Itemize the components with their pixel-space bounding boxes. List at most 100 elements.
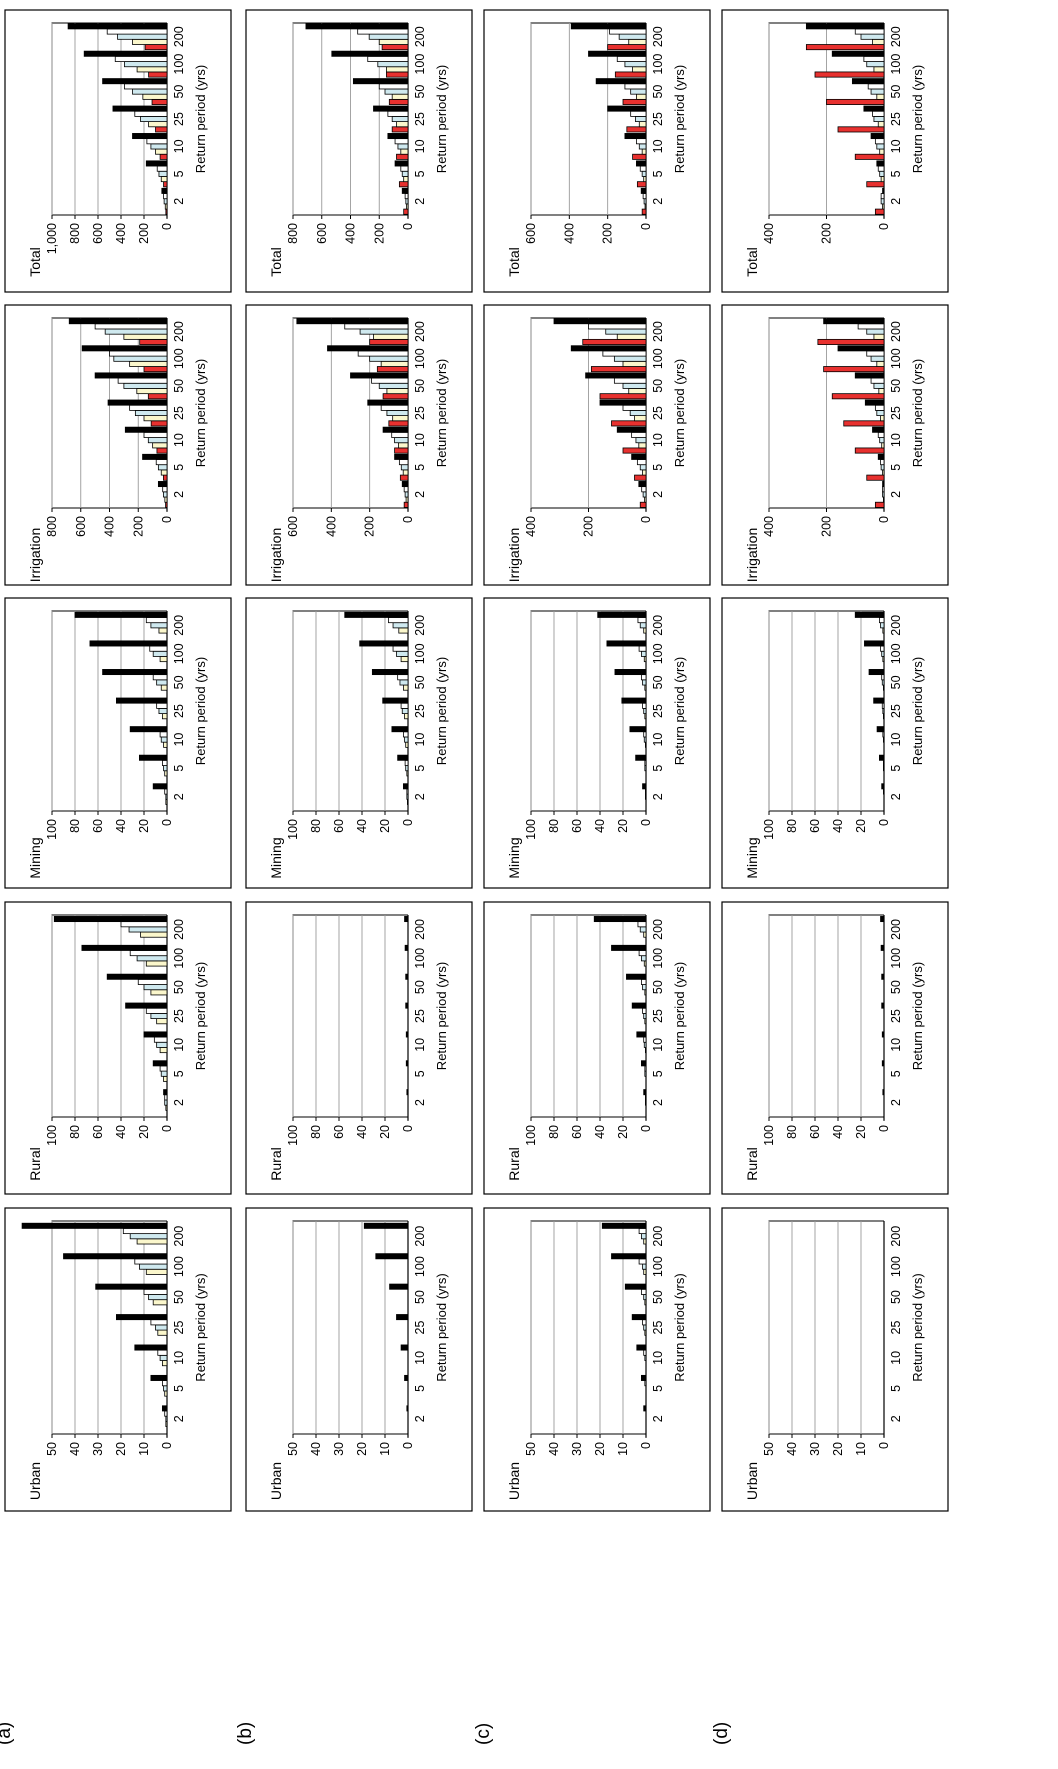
bar: [68, 318, 168, 325]
bar: [643, 1324, 647, 1331]
category-tick-label: 2: [172, 491, 186, 498]
bar: [158, 708, 168, 715]
bar: [644, 203, 647, 210]
category-tick-label: 5: [651, 1385, 665, 1392]
category-tick-label: 200: [889, 615, 903, 636]
bar: [134, 409, 168, 416]
bar: [879, 617, 885, 624]
bar: [386, 409, 409, 416]
category-tick-label: 50: [172, 85, 186, 99]
x-axis-title: Return period (yrs): [434, 962, 449, 1070]
value-tick-label: 0: [160, 1125, 174, 1132]
bar: [160, 684, 168, 691]
bar: [645, 1099, 647, 1106]
value-tick-label: 60: [808, 819, 822, 833]
bar: [404, 713, 409, 720]
bar: [644, 1329, 647, 1336]
bar: [145, 1268, 168, 1275]
panel-title: Total: [268, 247, 284, 277]
bar: [880, 916, 885, 923]
category-tick-label: 10: [889, 433, 903, 447]
bar: [643, 1349, 647, 1356]
bar: [391, 93, 409, 100]
bar: [145, 1007, 168, 1014]
bar: [638, 1258, 647, 1265]
x-axis-title: Return period (yrs): [434, 359, 449, 467]
bar: [638, 950, 647, 957]
bar: [642, 469, 647, 476]
category-tick-label: 200: [413, 615, 427, 636]
bar: [398, 627, 409, 634]
bar: [635, 437, 647, 444]
value-tick-label: 400: [562, 223, 576, 244]
bar: [400, 165, 409, 172]
category-tick-label: 5: [172, 765, 186, 772]
value-tick-label: 20: [378, 1125, 392, 1139]
bar: [639, 622, 647, 629]
bar: [117, 377, 168, 384]
category-tick-label: 5: [172, 464, 186, 471]
bar: [161, 1405, 168, 1412]
bar: [874, 501, 885, 508]
bar: [873, 66, 885, 73]
bar: [823, 366, 885, 373]
category-tick-label: 25: [172, 406, 186, 420]
bar: [621, 697, 647, 704]
bar: [643, 1013, 647, 1020]
bar: [381, 44, 409, 51]
category-tick-label: 100: [651, 348, 665, 369]
category-tick-label: 200: [413, 919, 427, 940]
bar: [837, 345, 885, 352]
bar: [642, 1007, 647, 1014]
bar: [882, 481, 885, 488]
panel-frame: [245, 1207, 473, 1512]
value-tick-label: 800: [45, 516, 59, 537]
category-tick-label: 100: [651, 54, 665, 75]
value-tick-label: 40: [355, 819, 369, 833]
category-tick-label: 50: [413, 980, 427, 994]
bar: [641, 208, 647, 215]
bar: [874, 138, 885, 145]
value-tick-label: 100: [45, 819, 59, 840]
bar: [851, 78, 885, 85]
value-tick-label: 100: [762, 819, 776, 840]
bar: [147, 393, 168, 400]
bar: [630, 88, 647, 95]
bar: [403, 176, 409, 183]
panel-frame: [721, 9, 949, 293]
bar: [879, 170, 885, 177]
bar: [406, 793, 409, 800]
bar: [404, 491, 409, 498]
category-tick-label: 25: [413, 112, 427, 126]
category-tick-label: 50: [172, 1290, 186, 1304]
bar: [635, 754, 647, 761]
bar: [872, 110, 885, 117]
bar: [624, 61, 647, 68]
bar: [163, 198, 168, 205]
bar: [626, 973, 647, 980]
value-tick-label: 20: [616, 819, 630, 833]
bar: [165, 501, 168, 508]
bar: [143, 415, 168, 422]
bar: [638, 481, 647, 488]
bar: [398, 442, 409, 449]
bar: [136, 955, 168, 962]
panel-title: Urban: [268, 1462, 284, 1500]
bar: [159, 1047, 168, 1054]
category-tick-label: 50: [651, 379, 665, 393]
panel-frame: [483, 597, 711, 889]
category-tick-label: 25: [651, 1321, 665, 1335]
bar: [641, 1374, 647, 1381]
category-tick-label: 2: [172, 198, 186, 205]
category-tick-label: 50: [413, 1290, 427, 1304]
bar: [880, 176, 885, 183]
bar: [402, 731, 409, 738]
bar: [140, 931, 168, 938]
bar: [611, 944, 647, 951]
bar: [874, 404, 885, 411]
value-tick-label: 200: [131, 516, 145, 537]
category-tick-label: 50: [889, 1290, 903, 1304]
bar: [165, 798, 168, 805]
category-tick-label: 5: [651, 765, 665, 772]
